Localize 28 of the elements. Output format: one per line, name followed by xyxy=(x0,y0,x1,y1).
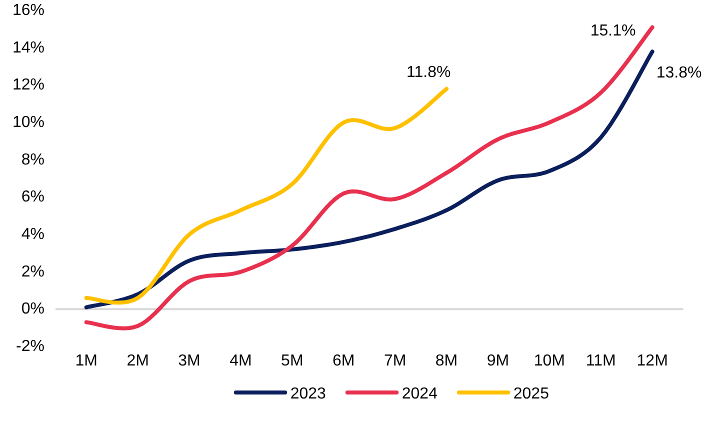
legend-label: 2023 xyxy=(290,386,326,402)
x-tick-label: 2M xyxy=(126,352,149,370)
x-tick-label: 11M xyxy=(586,352,616,370)
x-tick-label: 7M xyxy=(384,352,406,370)
x-tick-label: 1M xyxy=(75,352,98,370)
y-tick-label: 0% xyxy=(21,300,44,318)
x-tick-label: 6M xyxy=(332,352,355,370)
y-tick-label: 12% xyxy=(12,76,45,94)
x-tick-label: 9M xyxy=(486,352,510,370)
x-tick-label: 10M xyxy=(534,352,565,370)
y-tick-label: 10% xyxy=(12,114,45,131)
data-label: 15.1% xyxy=(590,22,636,40)
x-tick-label: 5M xyxy=(281,352,304,370)
y-tick-label: -2% xyxy=(16,338,44,355)
legend-label: 2025 xyxy=(513,386,550,402)
x-tick-label: 8M xyxy=(435,352,458,370)
y-tick-label: 8% xyxy=(21,151,44,168)
data-label: 11.8% xyxy=(406,64,451,81)
y-tick-label: 16% xyxy=(12,2,45,19)
x-tick-label: 4M xyxy=(230,352,252,370)
y-tick-label: 6% xyxy=(21,188,44,206)
y-tick-label: 14% xyxy=(12,39,45,56)
y-tick-label: 2% xyxy=(21,263,44,280)
x-tick-label: 12M xyxy=(636,352,668,370)
data-label: 13.8% xyxy=(656,64,702,82)
y-tick-label: 4% xyxy=(21,226,44,243)
legend-label: 2024 xyxy=(402,386,438,402)
x-tick-label: 3M xyxy=(178,352,200,370)
